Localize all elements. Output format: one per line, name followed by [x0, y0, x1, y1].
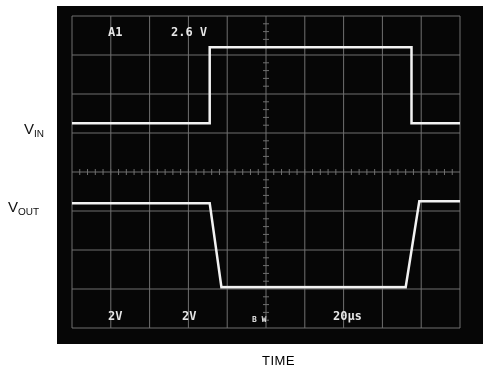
vin-label: VIN — [24, 122, 44, 142]
vout-label: VOUT — [8, 200, 39, 220]
graticule — [71, 15, 461, 329]
vout-label-main: V — [8, 199, 19, 216]
ch1-scale-readout: 2V — [108, 309, 122, 323]
vout-label-sub: OUT — [18, 207, 40, 218]
x-axis-label: TIME — [262, 353, 296, 368]
traces — [72, 45, 460, 289]
screen-background — [57, 6, 483, 344]
trigger-level-readout: 2.6 V — [171, 25, 207, 39]
vin-trace — [72, 45, 460, 125]
vin-label-sub: IN — [34, 129, 45, 140]
ch2-scale-readout: 2V — [182, 309, 196, 323]
vin-label-main: V — [24, 121, 35, 138]
channel-readout: A1 — [108, 25, 122, 39]
bw-marker-readout: B W — [252, 315, 267, 324]
vout-trace — [72, 200, 460, 289]
timebase-readout: 20µs — [333, 309, 362, 323]
